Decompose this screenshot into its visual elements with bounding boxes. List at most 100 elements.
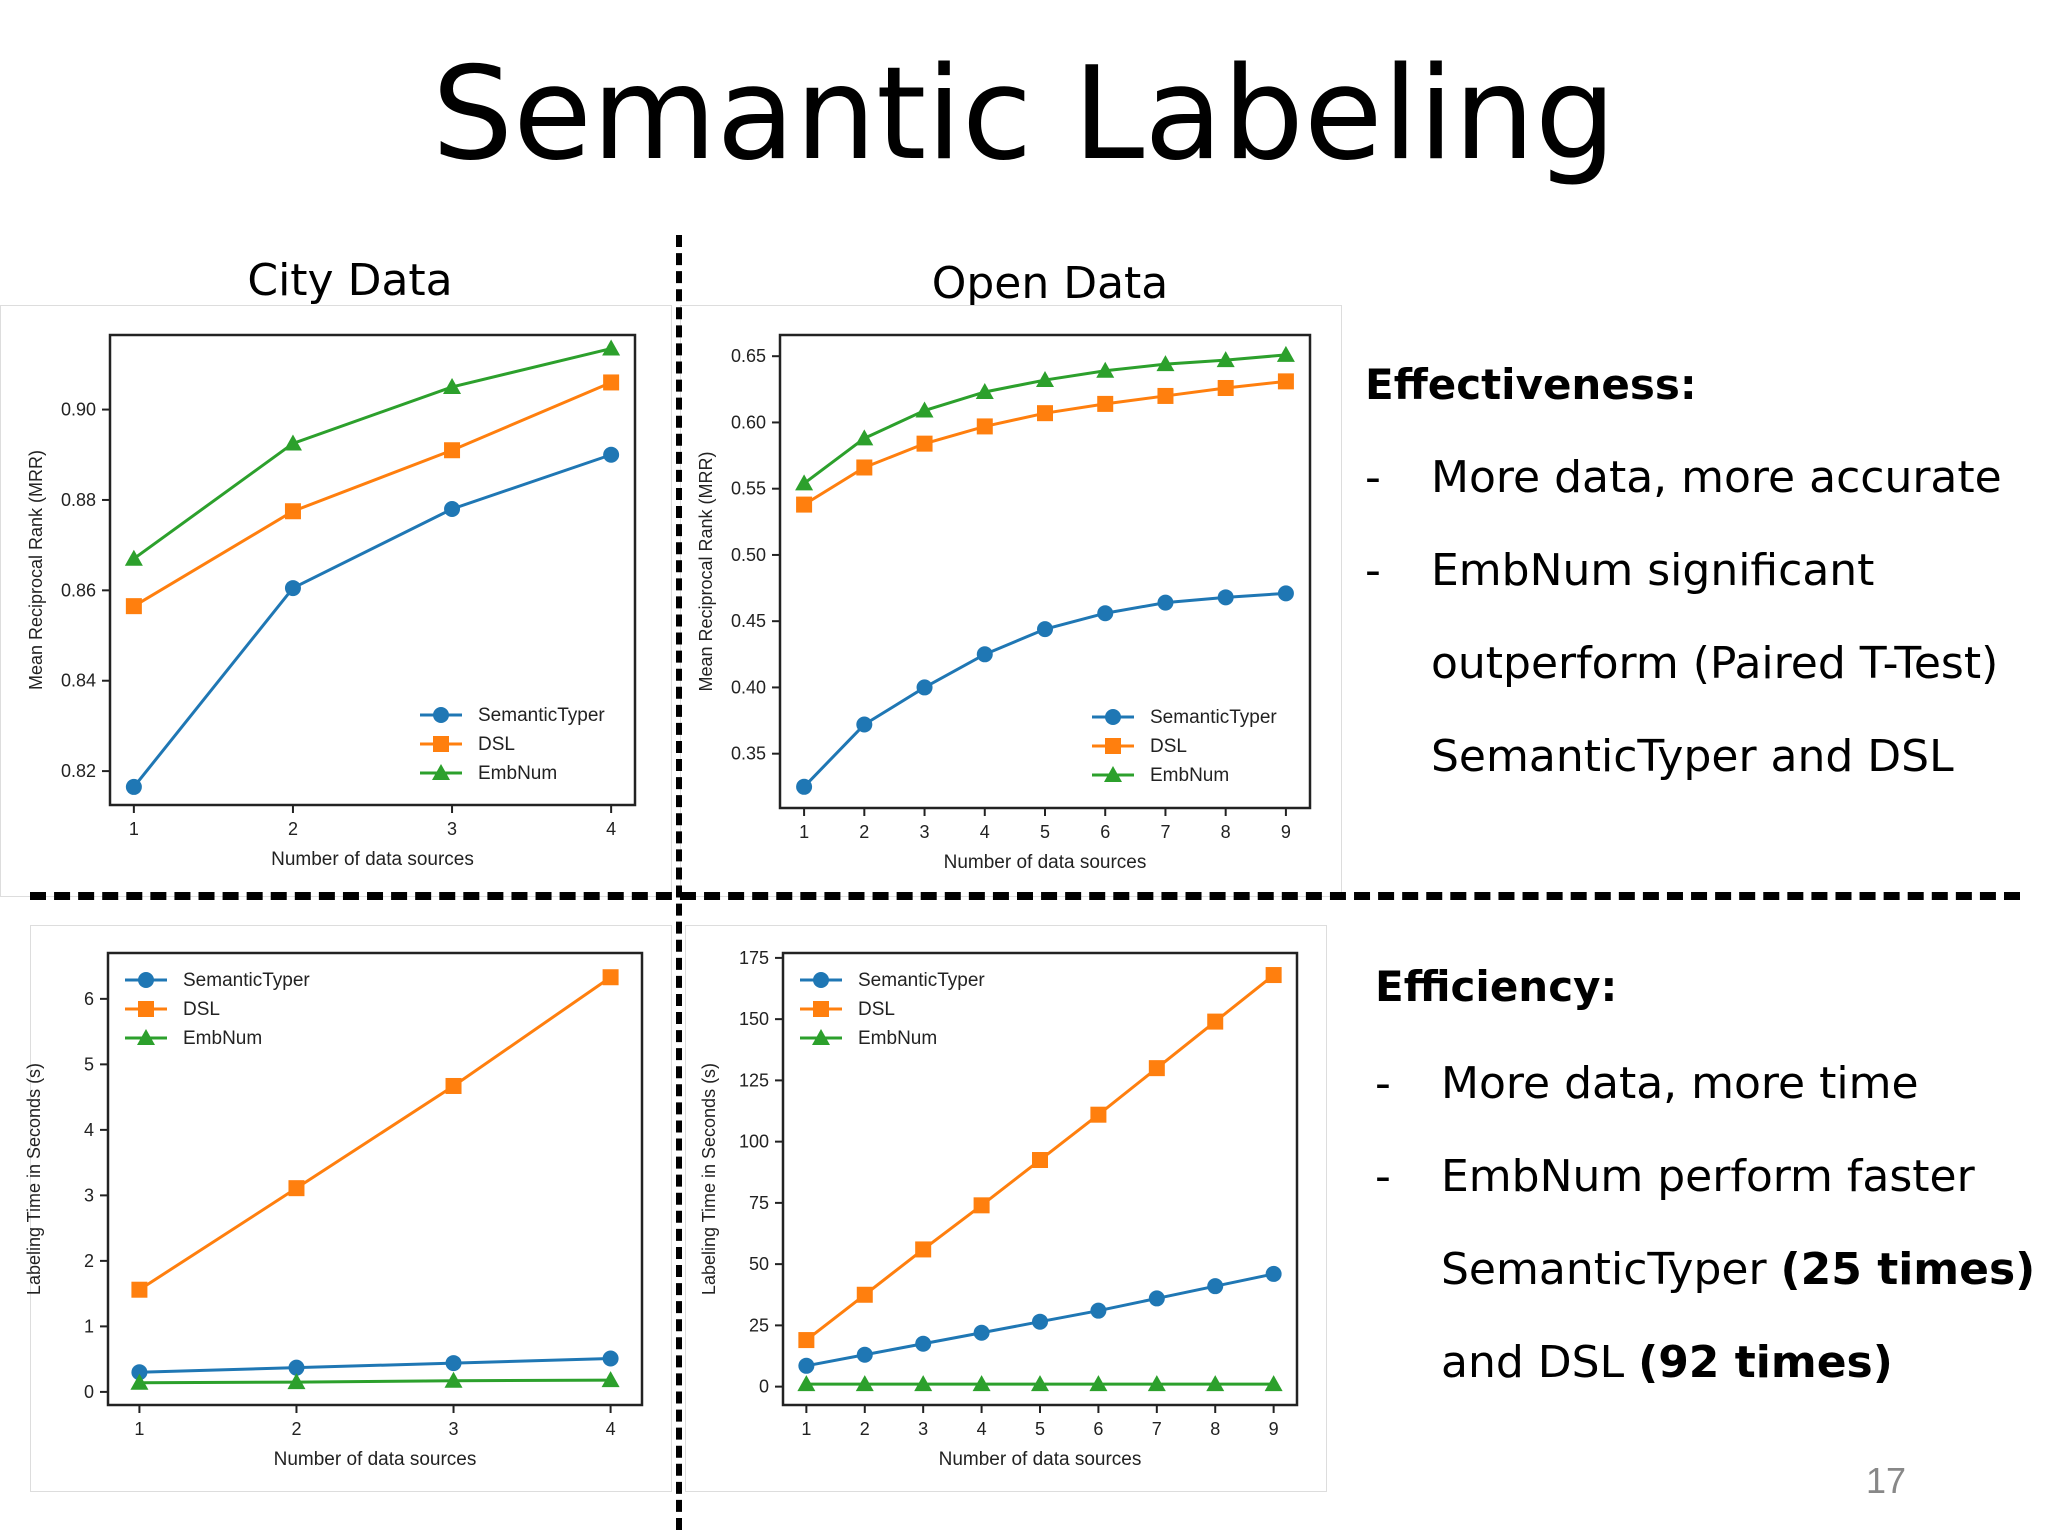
legend-marker	[1105, 709, 1121, 725]
y-axis-label: Mean Reciprocal Rank (MRR)	[26, 450, 46, 690]
data-point	[1216, 351, 1235, 368]
x-tick-label: 1	[799, 822, 809, 842]
effectiveness-heading: Effectiveness:	[1365, 360, 1697, 409]
y-axis-label: Labeling Time in Seconds (s)	[24, 1063, 44, 1295]
x-tick-label: 1	[134, 1419, 144, 1439]
series-line-embnum	[139, 1378, 611, 1385]
chart-group: 0 1 2 3 4 5 6 1 2 3 4 Number of data sources Labelin…	[24, 951, 644, 1470]
y-tick-label: 2	[84, 1251, 94, 1271]
chart-group: 0.35 0.40 0.45 0.50 0.55 0.60 0.65 1 2 3 4 5 6 7 8 9 Num…	[696, 333, 1312, 873]
data-point	[602, 339, 621, 356]
y-tick-label: 125	[739, 1070, 769, 1090]
x-tick-label: 9	[1269, 1419, 1279, 1439]
data-point	[444, 1371, 463, 1388]
legend-label: DSL	[183, 999, 220, 1020]
x-axis-label: Number of data sources	[274, 1449, 477, 1470]
x-axis-label: Number of data sources	[271, 849, 474, 870]
data-point	[798, 1357, 815, 1374]
data-point	[1090, 1302, 1107, 1319]
data-point	[855, 1375, 874, 1392]
data-point	[975, 382, 994, 399]
y-tick-label: 5	[84, 1054, 94, 1074]
data-point	[1276, 345, 1295, 362]
data-point	[1097, 605, 1114, 622]
data-point	[855, 429, 874, 446]
bullet-text-plain: and DSL	[1441, 1337, 1639, 1388]
vertical-divider	[676, 235, 682, 1530]
y-axis-label: Mean Reciprocal Rank (MRR)	[696, 451, 716, 691]
section-label-open: Open Data	[931, 258, 1169, 309]
data-point	[1090, 1106, 1107, 1123]
x-tick-label: 3	[449, 1419, 459, 1439]
data-point	[130, 1373, 149, 1390]
bullet-text: EmbNum significant	[1431, 545, 1875, 596]
x-tick-label: 2	[288, 819, 298, 839]
legend-label: SemanticTyper	[858, 970, 985, 991]
x-tick-label: 4	[980, 822, 990, 842]
effectiveness-block: Effectiveness: - More data, more accurat…	[1365, 360, 2025, 800]
legend-marker	[138, 972, 154, 988]
x-tick-label: 4	[606, 1419, 616, 1439]
x-tick-label: 3	[918, 1419, 928, 1439]
x-axis-label: Number of data sources	[944, 852, 1147, 873]
plot-frame	[106, 951, 644, 1407]
legend-label: EmbNum	[478, 763, 557, 784]
bullet-text-plain: SemanticTyper	[1441, 1244, 1781, 1295]
data-point	[445, 1355, 462, 1372]
data-point	[1032, 1313, 1048, 1330]
bullet-dash: -	[1375, 1058, 1391, 1109]
plot-frame	[108, 333, 637, 807]
horizontal-divider	[30, 892, 2020, 900]
data-point	[1277, 373, 1294, 390]
legend-marker	[137, 1029, 155, 1045]
data-point	[1157, 594, 1174, 611]
bullet-dash: -	[1365, 452, 1381, 503]
y-tick-label: 0.45	[731, 611, 766, 631]
data-point	[856, 459, 873, 476]
data-point	[1157, 387, 1174, 404]
series-line-semantictyper	[139, 1356, 611, 1374]
bullet-text: More data, more time	[1441, 1058, 1919, 1109]
x-tick-label: 3	[447, 819, 457, 839]
series-line-embnum	[132, 347, 612, 560]
data-point	[601, 1371, 620, 1388]
data-point	[856, 1286, 873, 1303]
series-line-dsl	[138, 976, 612, 1291]
y-tick-label: 0.90	[61, 400, 96, 420]
y-tick-label: 175	[739, 948, 769, 968]
legend-marker	[1105, 738, 1121, 754]
data-point	[1207, 1278, 1224, 1295]
x-tick-label: 7	[1160, 822, 1170, 842]
bullet-text: and DSL (92 times)	[1441, 1337, 1893, 1388]
y-tick-label: 100	[739, 1132, 769, 1152]
data-point	[856, 716, 873, 733]
data-point	[602, 1350, 619, 1367]
data-point	[444, 442, 461, 459]
data-point	[1037, 621, 1053, 638]
legend-label: DSL	[478, 734, 515, 755]
x-tick-label: 3	[920, 822, 930, 842]
data-point	[796, 778, 813, 795]
bullet-dash: -	[1375, 1151, 1391, 1202]
data-point	[915, 401, 934, 418]
legend-marker	[432, 764, 450, 780]
y-tick-label: 25	[749, 1315, 769, 1335]
data-point	[131, 1364, 148, 1381]
bullet-text: outperform (Paired T-Test)	[1431, 638, 1999, 689]
data-point	[1096, 361, 1115, 378]
data-point	[288, 1180, 305, 1197]
data-point	[1206, 1375, 1225, 1392]
data-point	[1156, 355, 1175, 372]
data-point	[1089, 1375, 1108, 1392]
y-tick-label: 0.40	[731, 677, 766, 697]
data-point	[976, 418, 993, 435]
data-point	[444, 500, 461, 517]
x-tick-label: 5	[1040, 822, 1050, 842]
data-point	[795, 474, 814, 491]
panel-frame-city-time	[30, 925, 672, 1492]
bullet-text: SemanticTyper and DSL	[1431, 731, 1954, 782]
data-point	[443, 377, 462, 394]
data-point	[797, 1375, 816, 1392]
